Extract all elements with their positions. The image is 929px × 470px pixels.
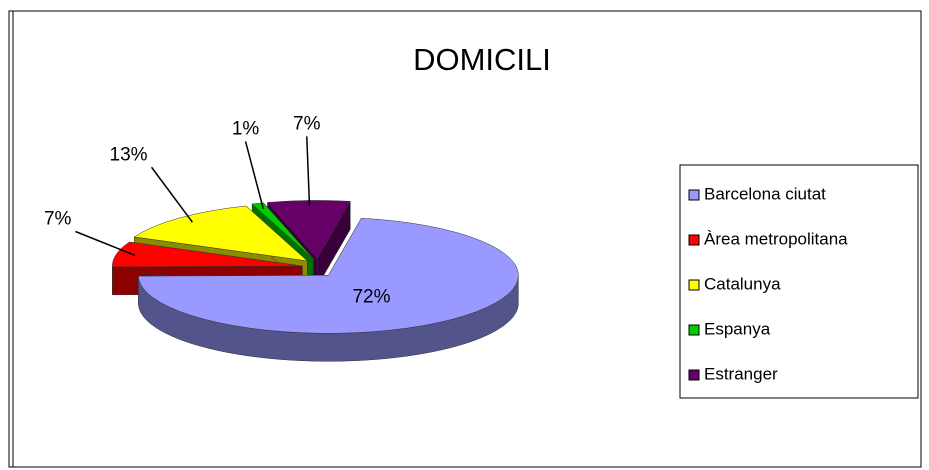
legend-label: Barcelona ciutat — [704, 184, 826, 203]
legend-swatch — [688, 234, 700, 246]
legend-swatch — [688, 324, 700, 336]
pie-slice — [138, 217, 519, 334]
legend-swatch — [688, 279, 700, 291]
legend-swatch — [688, 369, 700, 381]
leader-line — [244, 141, 265, 210]
data-label: 1% — [232, 118, 260, 139]
pie-slice — [251, 202, 314, 260]
leader-line — [75, 230, 136, 257]
legend-label: Espanya — [704, 319, 771, 338]
data-label: 7% — [44, 209, 72, 230]
data-label: 72% — [352, 286, 390, 307]
leader-line — [306, 136, 311, 207]
legend-label: Àrea metropolitana — [704, 229, 848, 248]
data-label: 13% — [110, 144, 148, 165]
pie-slice — [133, 205, 309, 262]
chart-title: DOMICILI — [413, 42, 551, 77]
pie-slice — [112, 241, 303, 268]
data-label: 7% — [293, 113, 321, 134]
leader-line — [150, 166, 193, 223]
legend-label: Catalunya — [704, 274, 781, 293]
legend-label: Estranger — [704, 364, 778, 383]
legend-swatch — [688, 189, 700, 201]
legend-box — [679, 164, 919, 399]
